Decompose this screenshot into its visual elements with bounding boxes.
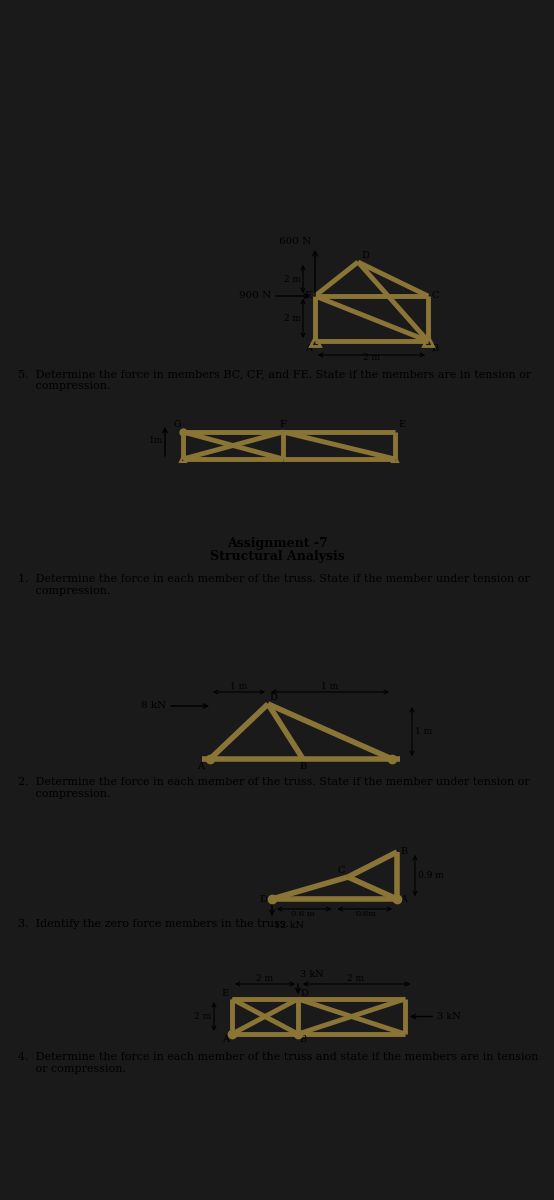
Text: B: B — [299, 762, 306, 770]
Text: 1 m: 1 m — [230, 682, 248, 691]
Text: 3 kN: 3 kN — [437, 1012, 461, 1021]
Text: B: B — [431, 344, 438, 353]
Text: B: B — [400, 847, 407, 857]
Text: 2.  Determine the force in each member of the truss. State if the member under t: 2. Determine the force in each member of… — [18, 778, 530, 787]
Text: D: D — [361, 251, 369, 260]
Text: D: D — [269, 692, 277, 702]
Text: 0.6 m: 0.6 m — [291, 910, 315, 918]
Text: 3 kN: 3 kN — [300, 970, 324, 979]
Text: 0.6m: 0.6m — [355, 910, 376, 918]
Text: G: G — [173, 420, 181, 428]
Text: A: A — [305, 344, 312, 353]
Text: E: E — [222, 989, 229, 998]
Text: 12 kN: 12 kN — [274, 922, 304, 930]
Text: A: A — [400, 894, 407, 904]
Text: D: D — [300, 989, 308, 998]
Text: 2 m: 2 m — [284, 314, 301, 323]
Text: 2 m: 2 m — [347, 974, 364, 983]
Text: C: C — [337, 866, 345, 875]
Text: 1m: 1m — [148, 436, 163, 445]
Text: 1 m: 1 m — [321, 682, 338, 691]
Text: 2 m: 2 m — [284, 275, 301, 283]
Text: A: A — [197, 762, 204, 770]
Text: compression.: compression. — [18, 382, 110, 391]
Text: 5.  Determine the force in members BC, CF, and FE. State if the members are in t: 5. Determine the force in members BC, CF… — [18, 370, 531, 379]
Text: D: D — [259, 894, 267, 904]
Text: F: F — [280, 420, 286, 428]
Text: C: C — [431, 292, 438, 300]
Text: 3.  Identify the zero force members in the truss.: 3. Identify the zero force members in th… — [18, 919, 289, 929]
Text: E: E — [305, 292, 312, 300]
Text: E: E — [398, 420, 405, 428]
Text: compression.: compression. — [18, 790, 110, 799]
Text: 8 kN: 8 kN — [141, 701, 166, 709]
Text: A: A — [222, 1034, 229, 1044]
Text: 0.9 m: 0.9 m — [418, 871, 444, 880]
Text: or compression.: or compression. — [18, 1064, 126, 1074]
Text: 1.  Determine the force in each member of the truss. State if the member under t: 1. Determine the force in each member of… — [18, 574, 530, 584]
Text: Structural Analysis: Structural Analysis — [209, 550, 345, 563]
Text: Assignment -7: Assignment -7 — [227, 538, 327, 550]
Text: 4.  Determine the force in each member of the truss and state if the members are: 4. Determine the force in each member of… — [18, 1052, 538, 1062]
Text: B: B — [299, 1034, 306, 1044]
Text: compression.: compression. — [18, 586, 110, 596]
Text: 600 N: 600 N — [279, 236, 311, 246]
Text: 2 m: 2 m — [363, 353, 380, 362]
Text: 900 N: 900 N — [239, 292, 271, 300]
Text: 2 m: 2 m — [257, 974, 274, 983]
Text: 1 m: 1 m — [415, 727, 432, 736]
Text: 2 m: 2 m — [194, 1012, 211, 1021]
